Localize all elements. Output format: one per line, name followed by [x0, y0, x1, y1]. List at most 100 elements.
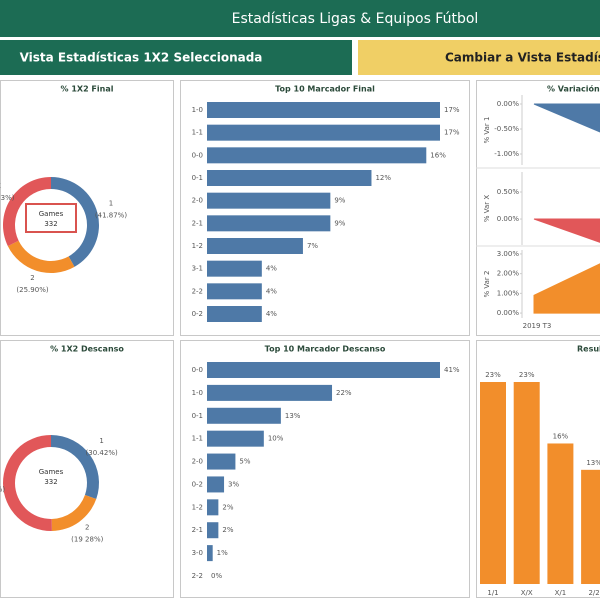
- bar: [207, 283, 262, 300]
- donut-segment: [7, 240, 75, 273]
- category-label: 2-0: [192, 197, 203, 205]
- value-label: 3%: [228, 480, 239, 488]
- bar: [207, 147, 427, 164]
- x-tick-label: 1/1: [487, 589, 498, 597]
- bar: [207, 407, 281, 424]
- y-tick-label: 0.00%: [497, 100, 520, 108]
- axis-title: % Var 2: [483, 271, 491, 298]
- value-label: 17%: [444, 106, 460, 114]
- axis-title: % Var X: [483, 195, 491, 223]
- value-label: 9%: [334, 197, 345, 205]
- category-label: 2-0: [192, 458, 203, 466]
- y-tick-label: -1.00%: [494, 150, 519, 158]
- panel-content: Resul 23% 1/1 23% X/X 16% X/1 13% 2/2: [480, 345, 600, 597]
- bar: [207, 499, 219, 516]
- segment-name: X: [0, 182, 1, 190]
- panel-content: Top 10 Marcador Descanso 0-0 41% 1-0 22% 0-1 1…: [192, 345, 460, 581]
- tab-label[interactable]: Vista Estadísticas 1X2 Seleccionada: [20, 51, 263, 65]
- donut-segment: [51, 435, 100, 500]
- segment-label: (30.42%): [86, 449, 118, 457]
- y-tick-label: -0.50%: [494, 125, 519, 133]
- value-label: 16%: [553, 432, 569, 440]
- bar: [207, 192, 331, 209]
- donut-segment: [51, 495, 97, 531]
- bar: [207, 362, 440, 378]
- chart-title: Top 10 Marcador Final: [275, 85, 375, 94]
- center-label: Games: [39, 468, 64, 476]
- segment-name: 2: [30, 274, 34, 282]
- x-tick-label: 2/2: [588, 589, 599, 597]
- area: [533, 103, 600, 133]
- category-label: 1-0: [192, 389, 203, 397]
- bar: [207, 430, 264, 447]
- segment-label: (25.90%): [16, 286, 48, 294]
- chart-title: % 1X2 Final: [61, 85, 114, 94]
- chart-title: Top 10 Marcador Descanso: [265, 345, 386, 354]
- value-label: 12%: [375, 174, 391, 182]
- value-label: 7%: [307, 242, 318, 250]
- value-label: 41%: [444, 366, 460, 374]
- bar: [207, 384, 333, 401]
- category-label: 0-0: [192, 151, 203, 159]
- area: [533, 218, 600, 243]
- segment-label: (41.87%): [95, 211, 127, 219]
- value-label: 4%: [266, 287, 277, 295]
- category-label: 0-2: [192, 310, 203, 318]
- bar: [207, 306, 262, 322]
- bar: [207, 170, 372, 186]
- value-label: 16%: [430, 151, 446, 159]
- bar: [207, 476, 225, 493]
- category-label: 2-2: [192, 572, 203, 580]
- segment-name: 1: [99, 437, 103, 445]
- center-value: 332: [44, 478, 57, 486]
- segment-name: 1: [109, 199, 113, 207]
- donut-segment: [2, 177, 51, 247]
- x-tick-label: X/1: [555, 589, 567, 597]
- center-label: Games: [39, 210, 64, 218]
- category-label: 2-2: [192, 287, 203, 295]
- category-label: 1-2: [192, 242, 203, 250]
- category-label: 3-1: [192, 265, 203, 273]
- panel-content: % 1X2 Final 1 (41.87%) 2 (25.90%) X (32.23%) Ga…: [0, 85, 127, 295]
- value-label: 2%: [222, 503, 233, 511]
- tab-switch[interactable]: [358, 40, 600, 75]
- category-label: 2-1: [192, 219, 203, 227]
- center-box: [25, 203, 77, 233]
- tab-label[interactable]: Cambiar a Vista Estadísti: [445, 51, 600, 65]
- y-tick-label: 0.00%: [497, 215, 520, 223]
- y-tick-label: 2.00%: [497, 270, 520, 278]
- value-label: 10%: [268, 435, 284, 443]
- bar: [207, 453, 236, 470]
- category-label: 1-1: [192, 129, 203, 137]
- bar: [207, 260, 262, 277]
- segment-label: (32.23%): [0, 194, 15, 202]
- segment-label: (50.30%): [0, 486, 5, 494]
- category-label: 1-0: [192, 106, 203, 114]
- value-label: 4%: [266, 310, 277, 318]
- bar: [207, 545, 213, 562]
- center-value: 332: [44, 220, 57, 228]
- axis-title: % Var 1: [483, 117, 491, 144]
- x-tick-label: X/X: [521, 589, 533, 597]
- y-tick-label: 0.50%: [497, 188, 520, 196]
- y-tick-label: 1.00%: [497, 289, 520, 297]
- chart-title: Resul: [577, 345, 600, 354]
- bar: [207, 215, 331, 232]
- bar: [207, 522, 219, 539]
- category-label: 0-1: [192, 174, 203, 182]
- value-label: 22%: [336, 389, 352, 397]
- bar: [513, 382, 540, 584]
- header-title: Estadísticas Ligas & Equipos Fútbol: [232, 11, 479, 27]
- value-label: 0%: [211, 572, 222, 580]
- value-label: 1%: [217, 549, 228, 557]
- category-label: 0-2: [192, 480, 203, 488]
- chart-title: % 1X2 Descanso: [50, 345, 124, 354]
- panel-content: % Variación 1 % Var 1 0.00% -0.50% -1.00% % V…: [476, 84, 600, 330]
- category-label: 0-1: [192, 412, 203, 420]
- header-bar: [0, 0, 600, 37]
- tab-active[interactable]: [0, 40, 352, 75]
- donut-segment: [51, 177, 99, 267]
